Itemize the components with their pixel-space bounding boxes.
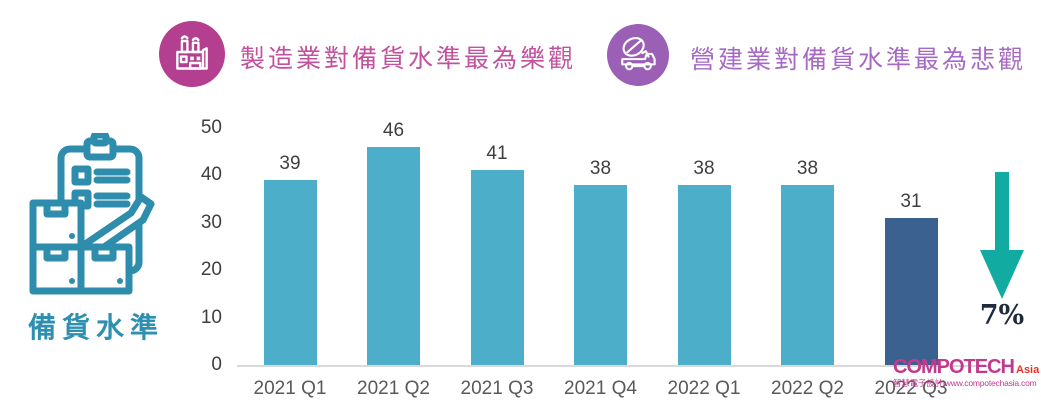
x-tick-label: 2022 Q3 bbox=[874, 378, 948, 399]
y-tick-label: 30 bbox=[200, 211, 222, 233]
bar-2021-q2 bbox=[367, 146, 420, 365]
inventory-clipboard-icon bbox=[25, 131, 165, 308]
bar-value-label: 41 bbox=[486, 143, 508, 165]
bar-2022-q1 bbox=[677, 184, 731, 365]
x-tick-label: 2021 Q3 bbox=[460, 378, 534, 399]
cement-mixer-icon bbox=[617, 32, 659, 79]
compotech-logo: COMPOTECH Asia 智慧電子設計|www.compotechasia.c… bbox=[893, 357, 1041, 388]
x-axis-line bbox=[237, 365, 988, 367]
bar-2021-q1 bbox=[263, 179, 317, 365]
decline-percentage: 7% bbox=[979, 300, 1025, 331]
down-arrow-icon bbox=[976, 172, 1028, 305]
construction-badge bbox=[607, 24, 669, 86]
bar-value-label: 31 bbox=[900, 190, 922, 212]
bar-2022-q2 bbox=[781, 184, 834, 365]
bar-value-label: 46 bbox=[382, 119, 405, 141]
y-tick-label: 50 bbox=[200, 116, 222, 138]
bar-value-label: 38 bbox=[589, 157, 612, 179]
x-tick-label: 2021 Q1 bbox=[253, 378, 327, 399]
left-caption: 備貨水準 bbox=[28, 311, 165, 344]
y-tick-label: 10 bbox=[200, 306, 222, 328]
construction-caption: 營建業對備貨水準最為悲觀 bbox=[690, 45, 1027, 74]
bar-2022-q3 bbox=[884, 217, 938, 365]
logo-name: COMPOTECH bbox=[893, 356, 1015, 378]
factory-icon bbox=[170, 30, 214, 79]
y-tick-label: 20 bbox=[200, 259, 222, 280]
x-tick-label: 2022 Q1 bbox=[667, 378, 741, 399]
bar-2021-q4 bbox=[574, 184, 627, 365]
manufacturing-badge bbox=[159, 21, 225, 87]
bar-value-label: 38 bbox=[796, 157, 819, 179]
x-tick-label: 2021 Q4 bbox=[564, 378, 637, 399]
bar-2021-q3 bbox=[470, 170, 524, 365]
logo-suffix: Asia bbox=[1016, 364, 1040, 376]
y-tick-label: 40 bbox=[200, 164, 222, 185]
x-tick-label: 2022 Q2 bbox=[771, 378, 844, 399]
bar-value-label: 38 bbox=[693, 157, 715, 179]
manufacturing-caption: 製造業對備貨水準最為樂觀 bbox=[240, 44, 577, 73]
bar-value-label: 39 bbox=[279, 152, 301, 174]
logo-tagline: 智慧電子設計|www.compotechasia.com bbox=[893, 378, 1037, 388]
y-tick-label: 0 bbox=[211, 354, 222, 375]
x-tick-label: 2021 Q2 bbox=[357, 378, 430, 399]
